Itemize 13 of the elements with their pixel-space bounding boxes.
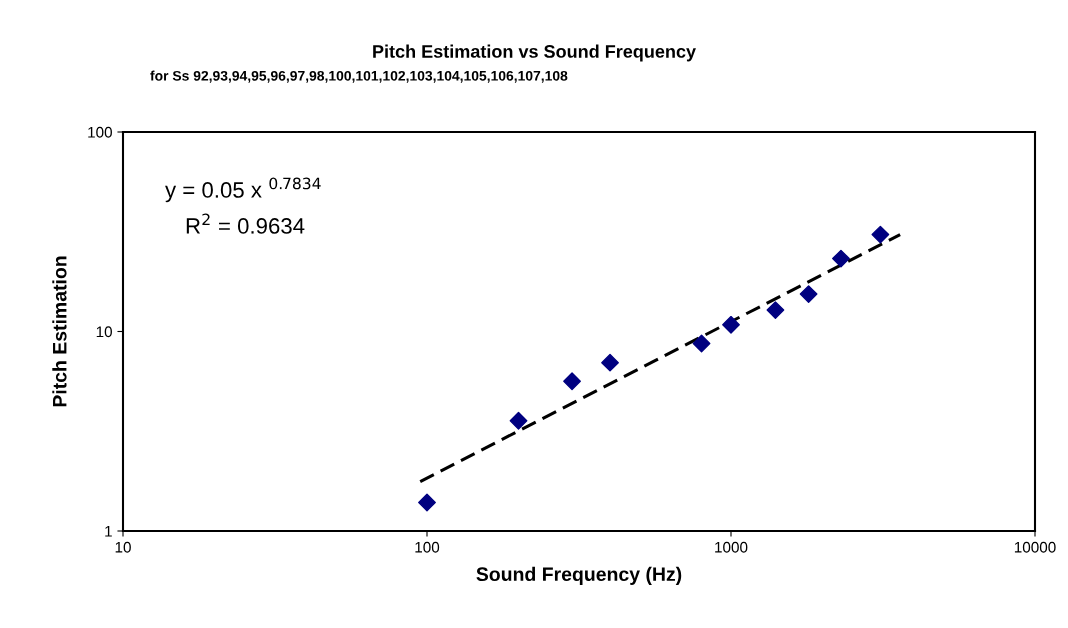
y-tick-label: 100 xyxy=(88,126,112,138)
y-tick-label: 1 xyxy=(105,526,112,537)
chart-subtitle: for Ss 92,93,94,95,96,97,98,100,101,102,103,104,105,106,107,108 xyxy=(150,70,568,83)
y-tick-label: 10 xyxy=(96,326,112,338)
y-axis-title: Pitch Estimation xyxy=(52,256,67,407)
annotation: y = 0.05 x $^{0.7834}$ xyxy=(165,177,321,203)
annotation: R$^{2}$ = 0.9634 xyxy=(186,213,305,234)
x-tick-label: 1000 xyxy=(715,541,748,553)
chart-title: Pitch Estimation vs Sound Frequency xyxy=(373,44,696,62)
x-tick-label: 100 xyxy=(415,541,440,553)
x-tick-label: 10 xyxy=(115,541,131,553)
x-tick-label: 10000 xyxy=(1014,541,1056,553)
x-axis-title: Sound Frequency (Hz) xyxy=(476,566,682,585)
